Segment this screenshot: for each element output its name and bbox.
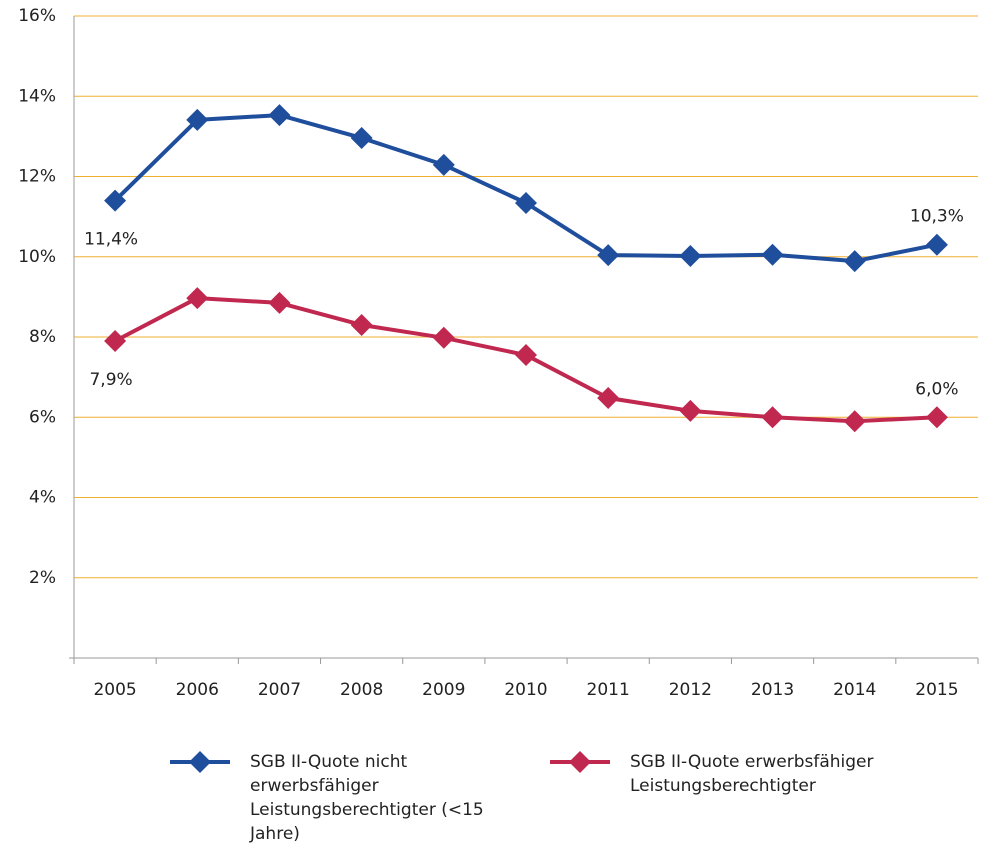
marker (515, 191, 537, 214)
y-tick-label: 12% (18, 167, 56, 187)
marker (186, 108, 209, 131)
marker (843, 410, 866, 433)
marker (104, 330, 127, 353)
marker (268, 291, 291, 314)
legend-label: SGB II-Quote nicht erwerbsfähiger Leistu… (250, 752, 484, 844)
marker (432, 326, 455, 349)
data-label: 6,0% (915, 379, 958, 399)
marker (925, 233, 948, 256)
y-tick-label: 16% (18, 6, 56, 26)
data-label: 11,4% (84, 230, 138, 250)
marker (761, 243, 784, 266)
y-tick-label: 2% (29, 568, 56, 588)
y-tick-label: 6% (29, 407, 56, 427)
legend-label: SGB II-Quote erwerbsfähiger Leistungsber… (630, 752, 874, 796)
x-tick-label: 2011 (587, 680, 630, 700)
data-label: 10,3% (910, 207, 964, 227)
data-label: 7,9% (89, 370, 132, 390)
x-tick-label: 2006 (176, 680, 219, 700)
legend-swatch (550, 751, 610, 773)
marker (761, 406, 784, 429)
y-tick-label: 14% (18, 86, 56, 106)
y-tick-label: 8% (29, 327, 56, 347)
y-tick-label: 4% (29, 488, 56, 508)
x-tick-label: 2013 (751, 680, 794, 700)
marker (597, 244, 620, 267)
y-tick-label: 10% (18, 247, 56, 267)
legend-entry: SGB II-Quote erwerbsfähiger Leistungsber… (550, 750, 984, 798)
marker (925, 406, 948, 429)
x-tick-label: 2015 (915, 680, 958, 700)
marker (597, 386, 620, 409)
marker (350, 313, 373, 336)
legend-entry: SGB II-Quote nicht erwerbsfähiger Leistu… (170, 750, 530, 846)
marker (515, 344, 537, 367)
legend-swatch (170, 751, 230, 773)
x-tick-label: 2007 (258, 680, 301, 700)
marker (432, 153, 455, 176)
x-tick-label: 2014 (833, 680, 876, 700)
marker (679, 244, 702, 267)
x-tick-label: 2005 (93, 680, 136, 700)
marker (679, 399, 702, 422)
x-tick-label: 2012 (669, 680, 712, 700)
x-tick-label: 2008 (340, 680, 383, 700)
x-tick-label: 2009 (422, 680, 465, 700)
marker (268, 104, 291, 127)
marker (104, 189, 127, 212)
x-tick-label: 2010 (504, 680, 547, 700)
marker (843, 250, 866, 273)
series-line (113, 113, 938, 264)
marker (350, 126, 373, 149)
marker (186, 287, 209, 310)
